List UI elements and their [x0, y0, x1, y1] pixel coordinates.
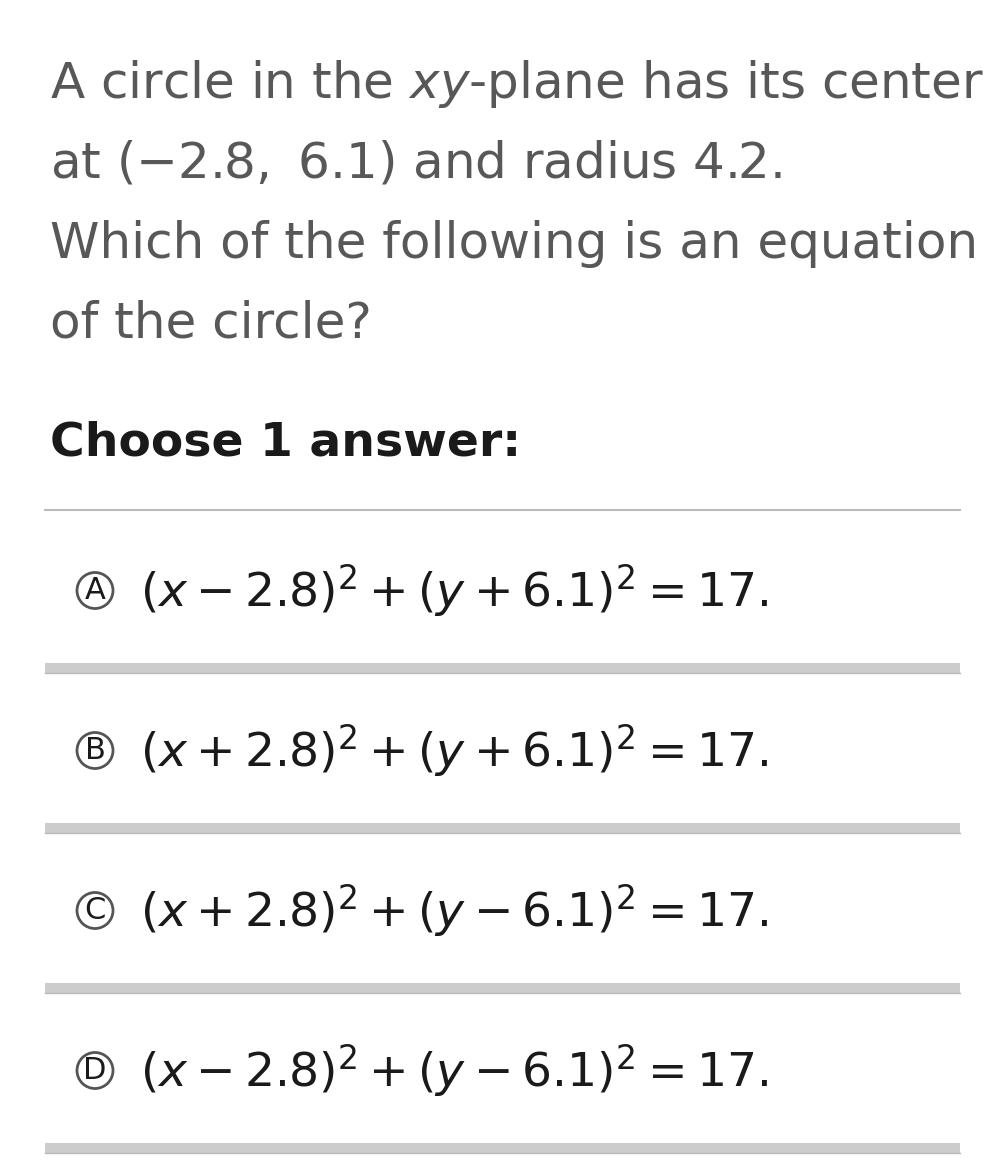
- Text: $(x - 2.8)^2 + (y - 6.1)^2 = 17.$: $(x - 2.8)^2 + (y - 6.1)^2 = 17.$: [140, 1042, 768, 1100]
- Text: of the circle?: of the circle?: [50, 300, 372, 348]
- Text: Choose 1 answer:: Choose 1 answer:: [50, 420, 521, 465]
- Text: Which of the following is an equation: Which of the following is an equation: [50, 220, 978, 268]
- Text: $(x + 2.8)^2 + (y - 6.1)^2 = 17.$: $(x + 2.8)^2 + (y - 6.1)^2 = 17.$: [140, 882, 768, 939]
- Text: A circle in the $xy$-plane has its center: A circle in the $xy$-plane has its cente…: [50, 59, 984, 110]
- Text: A: A: [84, 576, 105, 605]
- FancyBboxPatch shape: [45, 663, 960, 673]
- Text: D: D: [83, 1056, 107, 1086]
- Text: B: B: [84, 737, 105, 765]
- Text: at $(-2.8,\ 6.1)$ and radius $4.2$.: at $(-2.8,\ 6.1)$ and radius $4.2$.: [50, 141, 782, 189]
- FancyBboxPatch shape: [45, 823, 960, 833]
- FancyBboxPatch shape: [45, 982, 960, 993]
- FancyBboxPatch shape: [45, 1143, 960, 1153]
- Text: $(x - 2.8)^2 + (y + 6.1)^2 = 17.$: $(x - 2.8)^2 + (y + 6.1)^2 = 17.$: [140, 562, 768, 619]
- Text: $(x + 2.8)^2 + (y + 6.1)^2 = 17.$: $(x + 2.8)^2 + (y + 6.1)^2 = 17.$: [140, 723, 768, 779]
- Text: C: C: [84, 896, 106, 925]
